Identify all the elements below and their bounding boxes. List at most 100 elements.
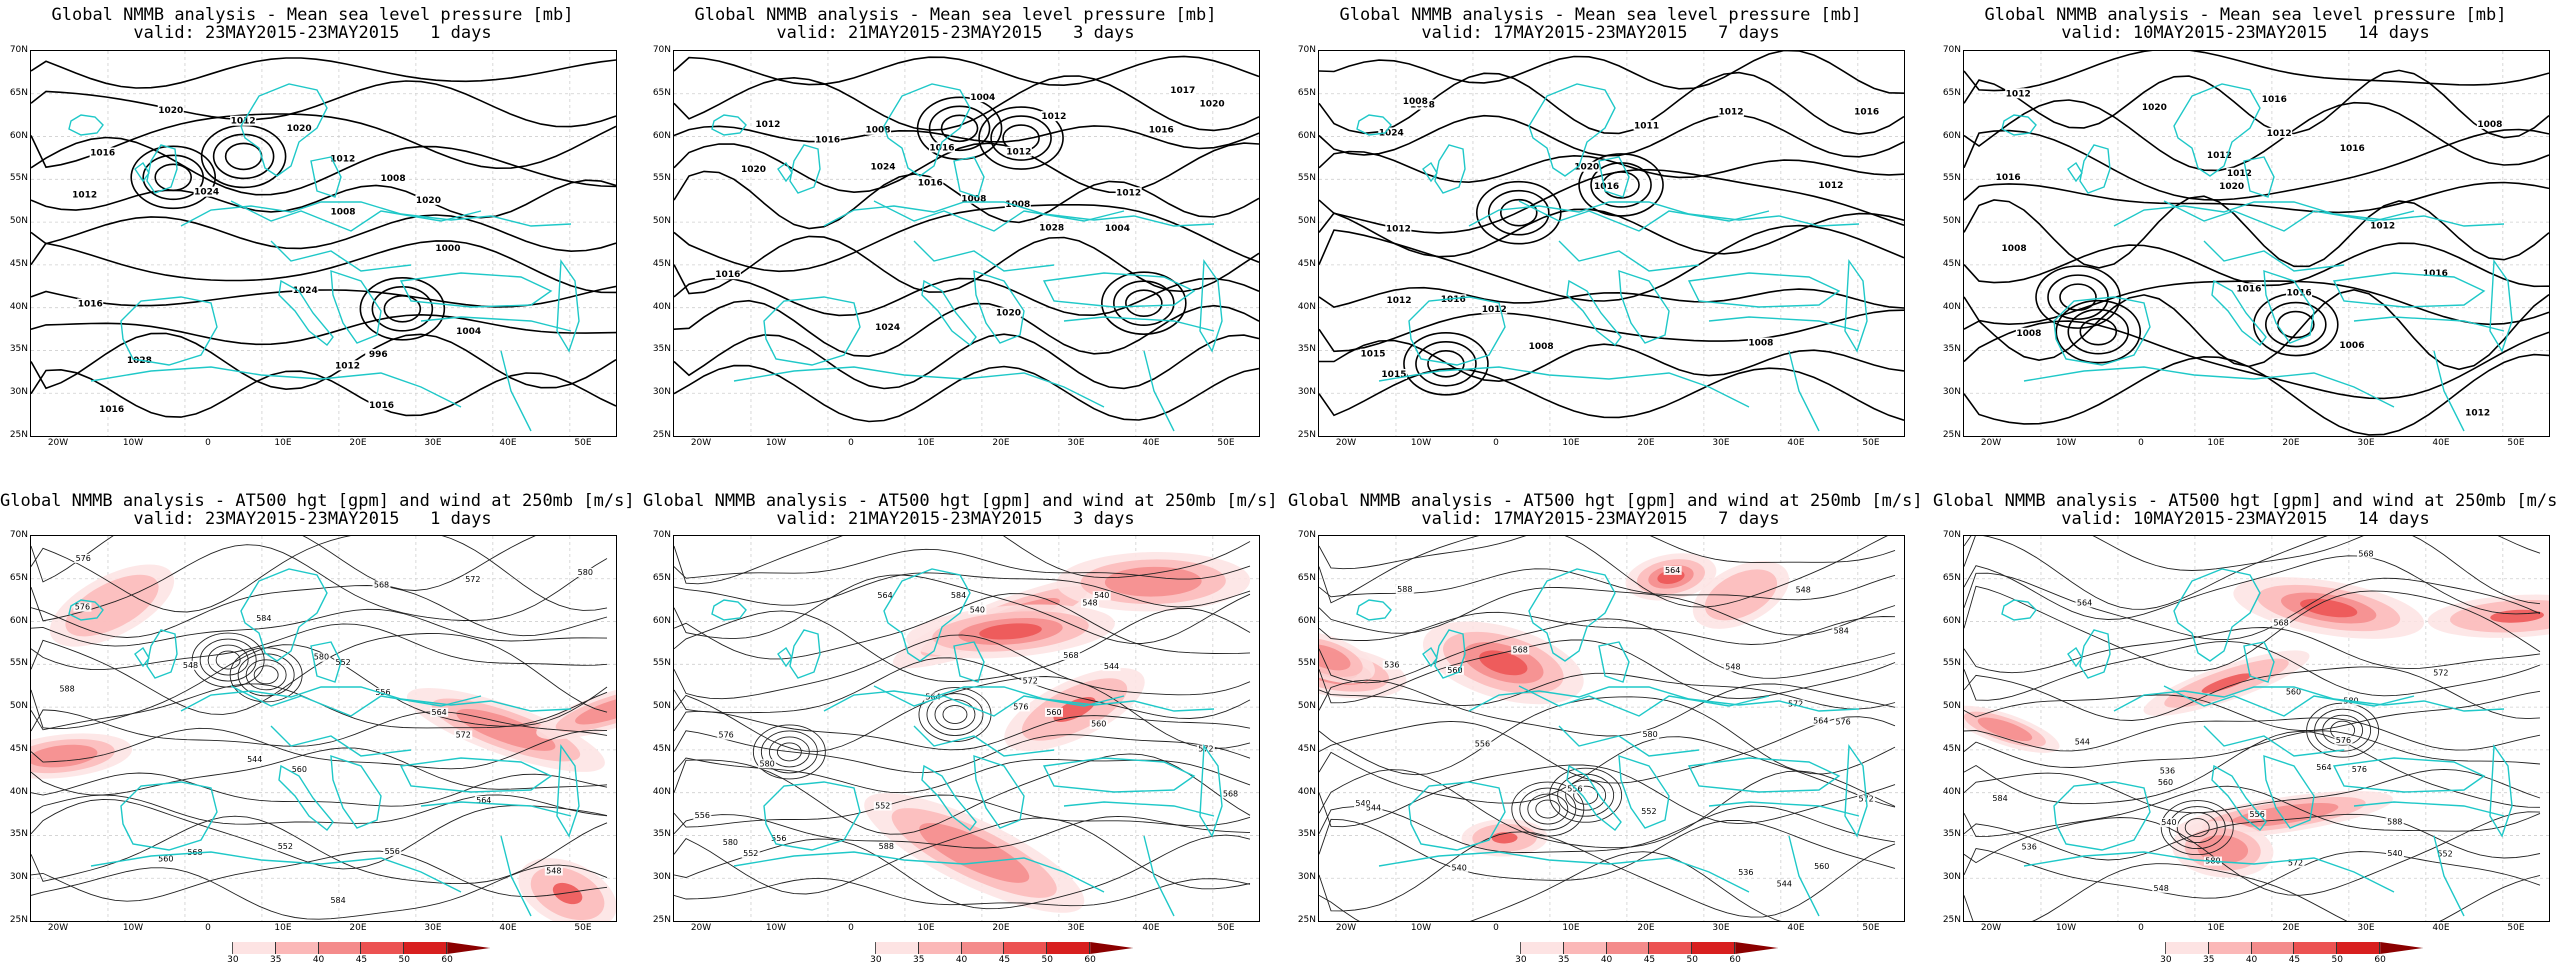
contour-label: 1020 [2219,182,2244,192]
wind-jet [1479,650,1528,676]
lat-label: 70N [1942,530,1961,540]
coastline [2433,835,2465,917]
lon-label: 50E [574,923,592,933]
coastline [1566,764,1622,831]
contour-label: 556 [1567,784,1582,793]
height-contour [1319,536,1888,608]
coastline [823,686,1215,712]
isobar [928,105,991,152]
height-contour [253,665,279,685]
contour-label: 564 [1813,716,1828,725]
lat-label: 40N [9,301,28,312]
height-contours [1319,536,1896,921]
colorbar-swatch [2251,942,2295,954]
coastline [1143,350,1175,432]
isobar [1319,367,1904,421]
isobar [1964,288,2549,371]
isobar [359,277,446,341]
height-contour [1319,611,1896,645]
contour-label: 1012 [2370,222,2395,232]
coastline [134,144,178,194]
coastline [777,629,821,679]
coastline [733,366,1105,408]
lon-label: 30E [424,438,442,448]
coastline [90,366,462,408]
height-contours [1964,536,2541,921]
wind-jet [1319,644,1351,671]
coastline [1844,743,1868,838]
coastline [763,296,861,366]
contour-label: 1016 [918,178,943,188]
height-contour [1511,781,1585,837]
contour-label: 536 [1738,868,1753,877]
coastline [90,851,462,893]
colorbar-swatch [232,942,276,954]
height-contour [1319,716,1896,784]
map-canvas: 5365405445485525565605645685725765805845… [1964,536,2549,921]
isobar [142,154,205,201]
lon-label: 0 [205,923,211,933]
lon-label: 10W [2055,923,2077,933]
lat-label: 50N [1942,701,1961,712]
coastline [330,270,382,344]
contour-label: 1017 [1170,86,1195,96]
height-contour [674,676,1251,752]
contour-label: 580 [314,653,329,662]
contour-label: 588 [879,842,894,851]
coastline [180,201,572,227]
coastline [873,685,1125,757]
lon-label: 20E [1637,438,1655,448]
isobar [1578,153,1664,217]
isobar [1125,289,1163,317]
wind-jet [552,882,583,905]
height-contour [674,710,1251,751]
coastline-layer [2001,568,2513,917]
colorbar-label: 45 [998,955,1011,965]
panel-z500-1: Global NMMB analysis - AT500 hgt [gpm] a… [0,0,635,965]
height-contour [31,536,608,613]
isobar [674,364,1259,423]
lat-label: 25N [1942,915,1961,925]
contour-label: 1012 [2207,151,2232,161]
height-contour [1964,555,2541,620]
lat-label: 45N [1297,258,1316,269]
panel-title-line2: valid: 17MAY2015-23MAY2015 7 days [1421,23,1780,43]
lat-label: 45N [652,258,671,269]
contour-label: 560 [292,765,307,774]
coastline [240,568,328,662]
lat-label: 70N [652,530,671,540]
colorbar-swatch [361,942,405,954]
lat-label: 45N [1297,743,1316,754]
isobar [674,235,1259,295]
coastline [1468,201,1860,227]
contour-label: 544 [1777,880,1792,889]
isobar [31,368,616,418]
contour-label: 1020 [1200,100,1225,110]
coastline [1408,296,1506,366]
lon-label: 10E [1562,438,1580,448]
lon-label: 20W [47,923,69,933]
lat-label: 70N [9,530,28,540]
height-contour [1964,717,2541,752]
coastline [1408,781,1506,851]
graticule [1964,51,2549,436]
contour-label: 1015 [1381,370,1406,380]
map-canvas: 5365405445485525565605645685725765805845… [1319,536,1904,921]
lat-label: 55N [9,173,28,184]
contour-label: 1012 [1006,148,1031,158]
lat-label: 55N [1297,658,1316,669]
isobar [1964,195,2549,269]
coastline [711,114,747,136]
isobar [31,214,616,253]
panel-title: Global NMMB analysis - AT500 hgt [gpm] a… [643,491,1278,528]
colorbar-swatch [833,942,876,954]
colorbar-swatch [2165,942,2209,954]
lat-label: 70N [1942,45,1961,55]
height-contour [2176,812,2218,844]
panel-z500-7: Global NMMB analysis - AT500 hgt [gpm] a… [1288,0,1923,965]
contour-label: 1016 [1996,173,2021,183]
lat-label: 55N [1942,658,1961,669]
colorbar-swatch [961,942,1005,954]
panel-title-line1: Global NMMB analysis - AT500 hgt [gpm] a… [643,491,1278,511]
contour-label: 540 [970,605,985,614]
